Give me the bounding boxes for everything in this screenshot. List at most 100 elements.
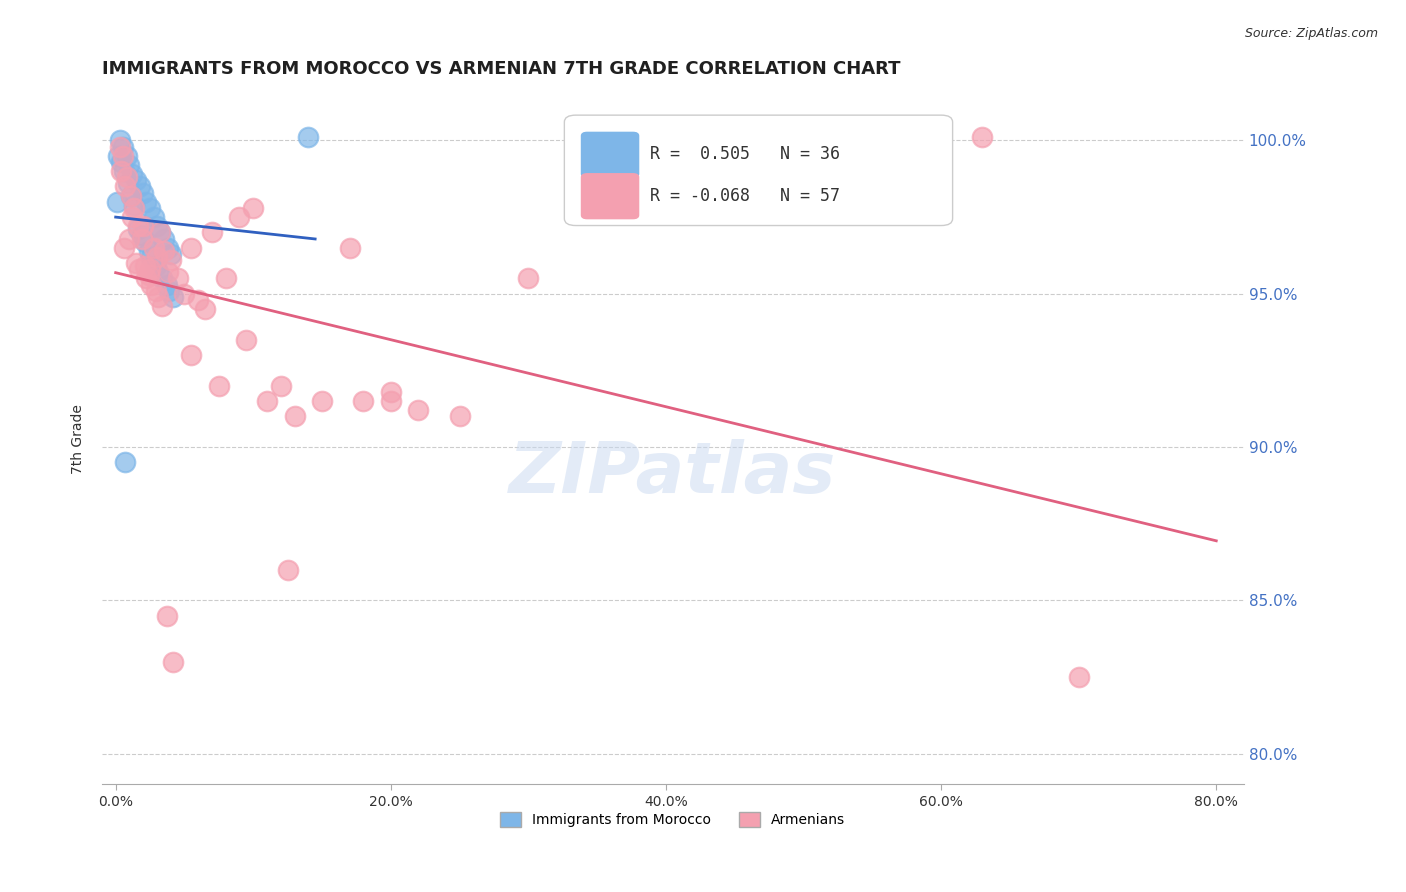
- Point: [122, 201, 145, 215]
- Point: [118, 231, 141, 245]
- Point: [145, 259, 167, 273]
- Point: [277, 563, 299, 577]
- Point: [180, 348, 202, 362]
- Point: [208, 378, 231, 392]
- Point: [159, 253, 181, 268]
- Point: [125, 173, 148, 187]
- Y-axis label: 7th Grade: 7th Grade: [72, 404, 86, 475]
- Point: [114, 179, 136, 194]
- Point: [134, 259, 156, 273]
- Point: [256, 394, 278, 409]
- Point: [152, 271, 174, 285]
- Point: [114, 455, 136, 469]
- Point: [156, 241, 179, 255]
- Point: [131, 231, 153, 245]
- Point: [194, 302, 217, 317]
- Point: [146, 219, 169, 234]
- Point: [118, 158, 141, 172]
- Point: [112, 241, 135, 255]
- Point: [180, 241, 202, 255]
- Point: [201, 226, 224, 240]
- Point: [153, 244, 176, 258]
- Point: [1067, 670, 1090, 684]
- Point: [449, 409, 471, 424]
- Point: [143, 210, 166, 224]
- Point: [146, 250, 169, 264]
- Point: [408, 403, 430, 417]
- Point: [120, 188, 142, 202]
- Text: IMMIGRANTS FROM MOROCCO VS ARMENIAN 7TH GRADE CORRELATION CHART: IMMIGRANTS FROM MOROCCO VS ARMENIAN 7TH …: [101, 60, 900, 78]
- Point: [139, 201, 162, 215]
- Point: [242, 201, 264, 215]
- FancyBboxPatch shape: [582, 174, 638, 219]
- Point: [111, 149, 134, 163]
- Point: [141, 250, 163, 264]
- Point: [111, 139, 134, 153]
- Point: [149, 226, 172, 240]
- Point: [155, 277, 177, 292]
- Point: [131, 228, 153, 243]
- Point: [187, 293, 209, 307]
- Point: [105, 194, 128, 209]
- Point: [155, 608, 177, 623]
- Point: [153, 231, 176, 245]
- Point: [228, 210, 250, 224]
- Text: R = -0.068   N = 57: R = -0.068 N = 57: [650, 186, 839, 205]
- Point: [120, 188, 142, 202]
- Point: [132, 219, 155, 234]
- Point: [270, 378, 292, 392]
- Point: [138, 244, 160, 258]
- Point: [135, 271, 157, 285]
- Point: [166, 271, 188, 285]
- Point: [148, 290, 170, 304]
- Point: [117, 177, 139, 191]
- Point: [157, 284, 180, 298]
- Point: [115, 149, 138, 163]
- Point: [352, 394, 374, 409]
- Point: [380, 394, 402, 409]
- Legend: Immigrants from Morocco, Armenians: Immigrants from Morocco, Armenians: [495, 806, 851, 832]
- Point: [139, 262, 162, 277]
- Point: [128, 262, 150, 277]
- Point: [283, 409, 305, 424]
- Point: [125, 256, 148, 270]
- FancyBboxPatch shape: [582, 132, 638, 178]
- Point: [108, 139, 131, 153]
- Point: [107, 149, 129, 163]
- Point: [173, 286, 195, 301]
- Point: [138, 268, 160, 283]
- Point: [143, 241, 166, 255]
- Point: [162, 655, 184, 669]
- Point: [115, 170, 138, 185]
- Point: [127, 222, 149, 236]
- Point: [339, 241, 361, 255]
- Point: [132, 186, 155, 200]
- Point: [145, 284, 167, 298]
- Point: [972, 130, 994, 145]
- Point: [297, 130, 319, 145]
- Point: [110, 154, 132, 169]
- Point: [134, 235, 156, 249]
- Point: [141, 277, 163, 292]
- Point: [121, 167, 143, 181]
- Point: [215, 271, 238, 285]
- Point: [110, 164, 132, 178]
- Point: [311, 394, 333, 409]
- Point: [122, 198, 145, 212]
- Point: [235, 333, 257, 347]
- Point: [148, 265, 170, 279]
- Text: Source: ZipAtlas.com: Source: ZipAtlas.com: [1244, 27, 1378, 40]
- FancyBboxPatch shape: [564, 115, 953, 226]
- Point: [517, 271, 540, 285]
- Point: [149, 226, 172, 240]
- Point: [380, 384, 402, 399]
- Point: [127, 219, 149, 234]
- Point: [152, 299, 174, 313]
- Point: [162, 290, 184, 304]
- Text: ZIPatlas: ZIPatlas: [509, 440, 837, 508]
- Point: [156, 265, 179, 279]
- Point: [108, 133, 131, 147]
- Point: [112, 164, 135, 178]
- Point: [121, 210, 143, 224]
- Point: [159, 247, 181, 261]
